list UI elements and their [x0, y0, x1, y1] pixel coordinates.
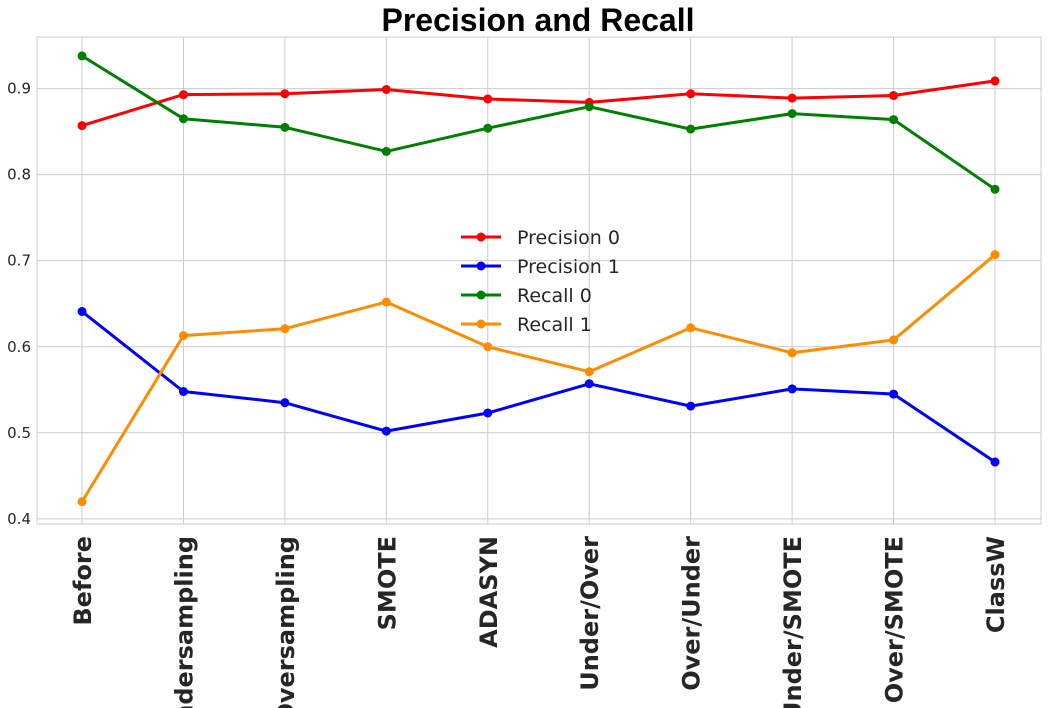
- legend-label: Precision 1: [517, 256, 620, 278]
- data-point: [787, 384, 797, 394]
- legend-entry: Recall 1: [461, 314, 592, 336]
- data-point: [990, 457, 1000, 467]
- series-line: [81, 310, 996, 464]
- data-point: [77, 51, 87, 61]
- series-line: [81, 79, 996, 128]
- data-point: [787, 93, 797, 103]
- data-point: [280, 398, 290, 408]
- data-point: [178, 90, 188, 100]
- series-recall-1: [77, 250, 1000, 507]
- plot-area-frame: [36, 36, 1042, 525]
- data-point: [787, 348, 797, 358]
- legend-label: Recall 0: [517, 285, 592, 307]
- x-tick-label: ADASYN: [475, 536, 503, 648]
- series-line: [80, 253, 996, 503]
- data-point: [280, 89, 290, 99]
- x-tick-label: SMOTE: [373, 536, 401, 630]
- legend-entry: Precision 0: [461, 227, 620, 249]
- data-point: [483, 94, 493, 104]
- legend-entry: Recall 0: [461, 285, 592, 307]
- data-point: [686, 124, 696, 134]
- data-point: [381, 297, 391, 307]
- y-tick-label: 0.6: [7, 338, 31, 356]
- y-tick-label: 0.8: [7, 166, 31, 184]
- data-point: [483, 342, 493, 352]
- legend-marker-swatch: [476, 232, 486, 242]
- y-tick-label: 0.9: [7, 80, 31, 98]
- legend-entry: Precision 1: [461, 256, 620, 278]
- y-axis-tick-labels: 0.4 0.5 0.6 0.7 0.8 0.9: [7, 80, 31, 528]
- data-point: [889, 389, 899, 399]
- data-point: [381, 146, 391, 156]
- data-point: [889, 335, 899, 345]
- data-point: [889, 91, 899, 101]
- data-point: [686, 89, 696, 99]
- data-point: [381, 84, 391, 94]
- series-line: [81, 54, 996, 191]
- legend-label: Precision 0: [517, 227, 620, 249]
- x-tick-label: Over/SMOTE: [881, 536, 909, 703]
- data-point: [686, 323, 696, 333]
- legend-label: Recall 1: [517, 314, 592, 336]
- x-tick-label: Under/Over: [576, 536, 604, 691]
- x-tick-label: Oversampling: [272, 536, 300, 708]
- legend: Precision 0 Precision 1 Recall 0 Recall 1: [461, 227, 620, 336]
- data-point: [381, 426, 391, 436]
- legend-marker-swatch: [476, 261, 486, 271]
- x-tick-label: Under/SMOTE: [779, 536, 807, 708]
- y-tick-label: 0.4: [7, 510, 31, 528]
- data-point: [990, 76, 1000, 86]
- data-point: [77, 497, 87, 507]
- legend-marker-swatch: [476, 319, 486, 329]
- x-tick-label: Undersampling: [170, 536, 198, 708]
- x-tick-label: Over/Under: [678, 536, 706, 691]
- series-precision-1: [77, 306, 1000, 467]
- data-point: [77, 121, 87, 131]
- legend-marker-swatch: [476, 290, 486, 300]
- data-point: [686, 401, 696, 411]
- y-tick-label: 0.5: [7, 424, 31, 442]
- data-point: [77, 306, 87, 316]
- series-precision-0: [77, 76, 1000, 131]
- data-point: [178, 331, 188, 341]
- x-axis-tick-labels: Before Undersampling Oversampling SMOTE ADAS…: [69, 536, 1010, 708]
- data-point: [178, 114, 188, 124]
- grid-lines: [37, 37, 1041, 524]
- x-tick-label: ClassW: [982, 536, 1010, 633]
- data-point: [280, 324, 290, 334]
- y-tick-label: 0.7: [7, 252, 31, 270]
- data-point: [889, 115, 899, 125]
- chart-title: Precision and Recall: [381, 2, 694, 38]
- data-point: [584, 102, 594, 112]
- series-recall-0: [77, 51, 1000, 194]
- data-point: [990, 184, 1000, 194]
- data-point: [483, 408, 493, 418]
- data-point: [280, 122, 290, 132]
- data-point: [584, 379, 594, 389]
- data-point: [178, 386, 188, 396]
- x-tick-label: Before: [69, 536, 97, 626]
- data-point: [787, 109, 797, 119]
- data-point: [584, 367, 594, 377]
- data-point: [990, 250, 1000, 260]
- series-lines: [77, 51, 1000, 507]
- data-point: [483, 123, 493, 133]
